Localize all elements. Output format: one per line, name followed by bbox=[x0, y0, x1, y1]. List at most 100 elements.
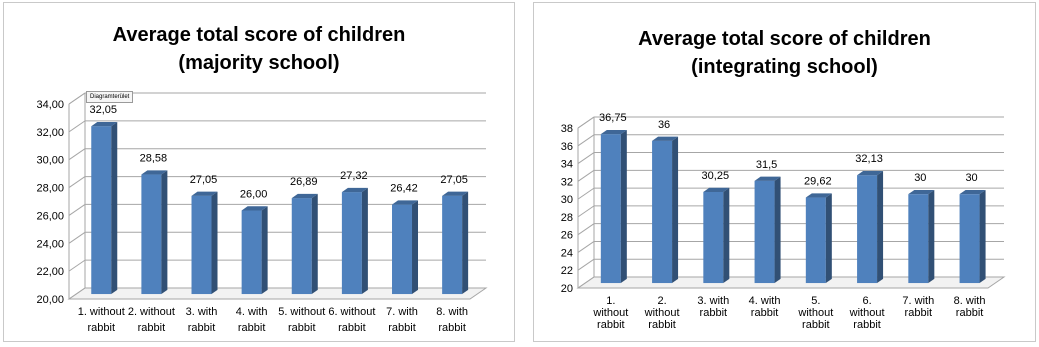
bar bbox=[442, 191, 469, 295]
bar bbox=[241, 206, 268, 295]
x-tick-label-line: rabbit bbox=[288, 322, 316, 334]
bar-side bbox=[774, 176, 781, 284]
bar-top bbox=[754, 176, 781, 181]
bar-front bbox=[805, 197, 826, 284]
x-tick-label-line: 2. without bbox=[128, 306, 175, 318]
y-tick-label: 34,00 bbox=[36, 99, 64, 111]
x-tick-label-line: 3. with bbox=[186, 306, 218, 318]
x-tick-label-line: rabbit bbox=[188, 322, 216, 334]
bar-side bbox=[620, 129, 627, 284]
bar-front bbox=[908, 194, 929, 284]
data-labels: 36,75 36 30,25 31,5 29,62 32,13 30 30 bbox=[599, 112, 978, 187]
gridline-side bbox=[68, 259, 86, 272]
bar-front bbox=[392, 204, 413, 295]
data-label: 26,00 bbox=[240, 188, 268, 200]
x-tick-labels: 1. without rabbit 2. without rabbit 3. with rab… bbox=[592, 295, 985, 331]
x-tick-label: 1. without rabbit bbox=[78, 306, 125, 334]
gridline-side bbox=[577, 116, 595, 129]
data-label: 32,13 bbox=[855, 153, 883, 165]
y-tick-label: 32 bbox=[561, 176, 573, 188]
x-tick-label-line: rabbit bbox=[338, 322, 366, 334]
data-label: 30,25 bbox=[702, 170, 730, 182]
x-tick-label: 4. with rabbit bbox=[236, 306, 268, 334]
gridline-side bbox=[68, 176, 86, 188]
data-label: 32,05 bbox=[89, 104, 117, 116]
x-tick-label: 2. without rabbit bbox=[644, 295, 680, 331]
bar bbox=[600, 129, 627, 284]
x-tick-label-line: rabbit bbox=[238, 322, 266, 334]
data-label: 26,89 bbox=[290, 176, 318, 188]
x-tick-label-line: rabbit bbox=[138, 322, 166, 334]
bar-top bbox=[857, 171, 884, 176]
x-tick-label: 5. without rabbit bbox=[797, 295, 833, 331]
plot-walls bbox=[576, 116, 1006, 289]
x-tick-labels: 1. without rabbit 2. without rabbit 3. with r… bbox=[78, 306, 468, 334]
bar bbox=[959, 189, 986, 284]
y-tick-label: 26,00 bbox=[36, 210, 64, 222]
plot-floor bbox=[576, 276, 1006, 289]
x-tick-label-line: rabbit bbox=[388, 322, 416, 334]
x-tick-label-line: 4. with bbox=[236, 306, 268, 318]
y-tick-label: 38 bbox=[561, 123, 573, 135]
chart-title-line-2: (integrating school) bbox=[691, 56, 878, 78]
bar-chart-integrating-school: 20 22 24 26 28 30 32 34 36 38 36,75 36 30,25 31,5 29,6… bbox=[561, 112, 1006, 331]
bar bbox=[703, 187, 730, 284]
x-tick-label: 1. without rabbit bbox=[592, 295, 628, 331]
y-tick-labels: 20 22 24 26 28 30 32 34 36 38 bbox=[561, 123, 573, 295]
data-label: 26,42 bbox=[390, 183, 418, 195]
x-tick-label-line: 5. without bbox=[278, 306, 325, 318]
bar bbox=[141, 170, 168, 295]
x-tick-label-line: rabbit bbox=[438, 322, 466, 334]
y-tick-label: 30 bbox=[561, 194, 573, 206]
bar-top bbox=[600, 129, 627, 135]
bar-chart-majority-school: 20,00 22,00 24,00 26,00 28,00 30,00 32,00 34,00… bbox=[36, 92, 488, 334]
gridline-side bbox=[577, 258, 595, 271]
data-label: 31,5 bbox=[756, 159, 777, 171]
chart-title: Average total score of children (integra… bbox=[534, 25, 1035, 81]
gridline-side bbox=[577, 241, 595, 253]
bar-side bbox=[211, 191, 218, 295]
bar-front bbox=[241, 210, 262, 295]
bar-side bbox=[111, 122, 118, 295]
y-tick-label: 24 bbox=[561, 247, 573, 259]
plot-walls bbox=[67, 92, 488, 300]
x-tick-label-line: 6. bbox=[862, 295, 871, 307]
data-label: 27,05 bbox=[190, 174, 218, 186]
x-tick-label: 3. with rabbit bbox=[697, 295, 729, 319]
bars bbox=[91, 122, 469, 295]
x-tick-label-line: rabbit bbox=[751, 307, 779, 319]
data-label: 30 bbox=[914, 172, 926, 184]
x-tick-label-line: 6. without bbox=[328, 306, 375, 318]
x-tick-label-line: rabbit bbox=[648, 319, 676, 331]
x-tick-label-line: 8. with bbox=[954, 295, 986, 307]
bar-side bbox=[412, 200, 419, 295]
bar-side bbox=[723, 187, 730, 284]
gridline-side bbox=[577, 134, 595, 147]
bar-top bbox=[392, 200, 419, 205]
bar-top bbox=[959, 189, 986, 195]
bar-top bbox=[805, 193, 832, 198]
x-tick-label-line: rabbit bbox=[853, 319, 881, 331]
x-tick-label-line: 4. with bbox=[749, 295, 781, 307]
bar-top bbox=[703, 187, 730, 192]
y-gridlines bbox=[68, 92, 486, 300]
y-gridlines bbox=[577, 116, 1004, 289]
x-tick-label-line: without bbox=[644, 307, 680, 319]
bar bbox=[908, 189, 935, 284]
bar-top bbox=[442, 191, 469, 196]
chart-title: Average total score of children (majorit… bbox=[4, 21, 514, 77]
bar-side bbox=[825, 193, 832, 284]
chart-title-line-1: Average total score of children bbox=[112, 24, 406, 46]
y-tick-label: 28 bbox=[561, 212, 573, 224]
gridline-side bbox=[577, 187, 595, 200]
bar bbox=[392, 200, 419, 295]
data-label: 27,05 bbox=[440, 174, 468, 186]
x-tick-label-line: rabbit bbox=[87, 322, 115, 334]
x-tick-label-line: rabbit bbox=[700, 307, 728, 319]
x-tick-label-line: 5. bbox=[811, 295, 820, 307]
y-tick-label: 24,00 bbox=[36, 238, 64, 250]
bar-top bbox=[141, 170, 168, 175]
x-tick-label-line: 8. with bbox=[436, 306, 468, 318]
bar-side bbox=[979, 189, 986, 284]
bar-front bbox=[291, 198, 312, 295]
